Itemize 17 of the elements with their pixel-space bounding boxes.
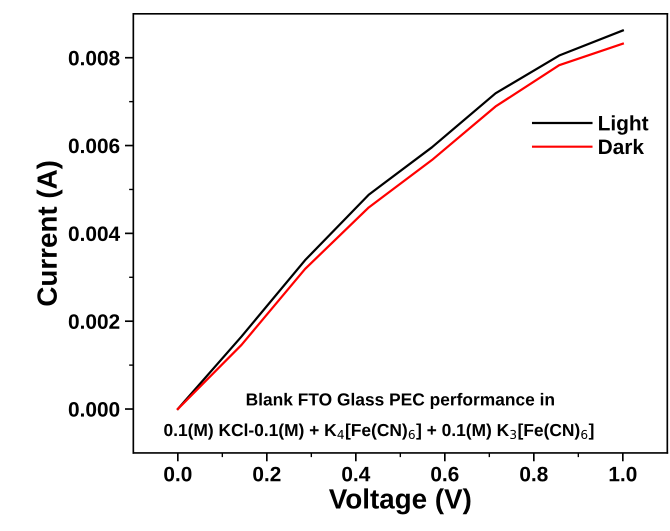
x-axis-title: Voltage (V) xyxy=(329,488,470,514)
legend-label: Light xyxy=(599,115,648,135)
y-axis-title: Current (A) xyxy=(36,161,62,306)
x-tick-label: 0.6 xyxy=(431,466,459,482)
text: 0.1(M) KCl-0.1(M) + K$_{4}$[Fe(CN)$_{6}$] + 0.1(M) K$_{3}$[Fe(CN)$_{6}$] xyxy=(164,423,594,440)
y-tick-label: 0.008 xyxy=(68,50,120,66)
annotation: Blank FTO Glass PEC performance in xyxy=(246,392,554,410)
y-tick-label: 0.002 xyxy=(68,314,120,329)
x-tick-label: 0.4 xyxy=(342,466,370,482)
y-tick-label: 0.006 xyxy=(68,138,120,154)
x-tick-label: 0.0 xyxy=(164,466,192,482)
y-tick-label: 0.004 xyxy=(68,226,120,242)
x-tick-label: 0.8 xyxy=(520,466,548,482)
y-tick-label: 0.000 xyxy=(68,402,120,417)
x-tick-label: 0.2 xyxy=(253,466,280,482)
legend-label: Dark xyxy=(599,138,644,154)
x-tick-label: 1.0 xyxy=(610,466,636,482)
